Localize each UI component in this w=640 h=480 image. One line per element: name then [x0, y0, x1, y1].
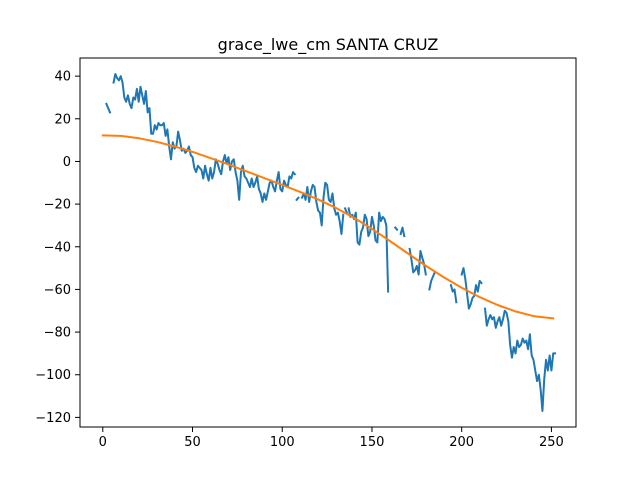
plot-area [79, 57, 577, 428]
plot-frame [79, 57, 577, 428]
series-observed-line-segment-11 [460, 267, 483, 310]
y-tick-label: 20 [54, 112, 71, 127]
y-tick-label: −80 [44, 326, 71, 341]
x-tick-label: 150 [360, 435, 385, 450]
series-observed-line-segment-8 [408, 247, 427, 276]
chart-title: grace_lwe_cm SANTA CRUZ [218, 35, 439, 55]
series-observed-line-segment-4 [343, 207, 349, 214]
y-tick-label: 0 [63, 155, 71, 170]
x-tick-label: 50 [184, 435, 201, 450]
series-observed-line-segment-2 [295, 196, 300, 202]
y-axis: −120 −100 −80 −60 −40 −20 0 20 40 [35, 70, 80, 426]
series-observed-line-segment-0 [105, 102, 112, 114]
x-tick-label: 0 [99, 435, 107, 450]
series-observed-line-segment-10 [449, 283, 458, 304]
series-observed-line-segment-5 [347, 207, 390, 293]
series-observed-line-segment-12 [483, 307, 556, 412]
y-tick-label: −20 [44, 198, 71, 213]
y-tick-label: −40 [44, 240, 71, 255]
series-observed-line-segment-3 [300, 181, 345, 235]
series-observed-line-segment-7 [399, 226, 406, 238]
series-observed-line-segment-6 [393, 226, 399, 232]
series-trend-line-segment-0 [101, 134, 555, 320]
x-tick-label: 250 [539, 435, 564, 450]
series-observed-line-segment-9 [428, 271, 437, 291]
y-tick-label: −60 [44, 283, 71, 298]
series-observed-line-segment-1 [112, 73, 297, 203]
y-tick-label: −120 [35, 411, 71, 426]
x-tick-label: 200 [449, 435, 474, 450]
y-tick-label: −100 [35, 368, 71, 383]
series-group [101, 73, 556, 412]
y-tick-label: 40 [54, 70, 71, 85]
x-tick-label: 100 [270, 435, 295, 450]
x-axis: 0 50 100 150 200 250 [99, 427, 564, 450]
